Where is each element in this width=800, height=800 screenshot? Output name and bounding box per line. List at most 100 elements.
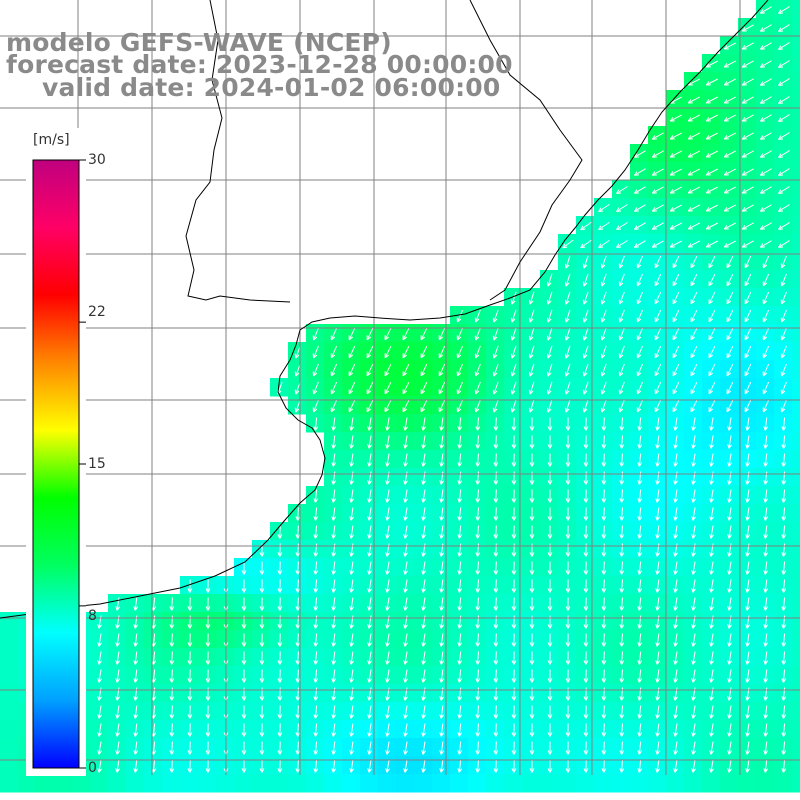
wind-arrow — [331, 561, 337, 575]
wind-arrow — [331, 525, 337, 539]
wind-arrow — [727, 669, 732, 683]
wind-arrow — [727, 633, 732, 647]
wind-arrow — [744, 291, 752, 305]
wind-arrow — [705, 96, 718, 104]
wind-arrow — [529, 633, 535, 647]
wind-arrow — [708, 381, 716, 395]
wind-arrow — [745, 489, 751, 503]
wind-arrow — [384, 363, 392, 377]
wind-arrow — [781, 435, 787, 449]
wind-arrow — [367, 435, 372, 449]
wind-arrow — [651, 150, 664, 158]
wind-arrow — [726, 255, 734, 269]
wind-arrow — [259, 759, 265, 773]
wind-arrow — [528, 309, 535, 323]
wind-arrow — [723, 78, 736, 86]
wind-arrow — [690, 309, 698, 323]
wind-arrow — [709, 723, 714, 737]
wind-arrow — [741, 60, 754, 68]
wind-arrow — [565, 453, 571, 467]
wind-arrow — [547, 489, 553, 503]
wind-arrow — [421, 579, 426, 593]
wind-arrow — [600, 399, 607, 413]
wind-arrow — [97, 633, 102, 647]
wind-arrow — [546, 273, 553, 287]
wind-arrow — [349, 705, 355, 719]
wind-arrow — [618, 363, 625, 377]
wind-arrow — [349, 525, 355, 539]
wind-arrow — [744, 273, 752, 287]
wind-arrow — [582, 381, 589, 395]
wind-arrow — [583, 759, 589, 773]
wind-arrow — [547, 633, 553, 647]
wind-arrow — [349, 579, 355, 593]
wind-arrow — [295, 669, 301, 683]
wind-arrow — [403, 651, 408, 665]
wind-arrow — [564, 309, 571, 323]
wind-arrow — [349, 651, 355, 665]
wind-arrow — [295, 705, 301, 719]
wind-arrow — [691, 633, 696, 647]
wind-arrow — [637, 489, 643, 503]
wind-arrow — [547, 435, 553, 449]
wind-arrow — [759, 150, 772, 158]
wind-arrow — [331, 489, 337, 503]
wind-arrow — [727, 489, 732, 503]
wind-arrow — [759, 168, 772, 176]
colorbar-tick-label: 15 — [88, 456, 106, 472]
wind-arrow — [673, 525, 678, 539]
wind-arrow — [727, 453, 732, 467]
wind-arrow — [439, 453, 445, 467]
wind-arrow — [547, 525, 553, 539]
wind-arrow — [403, 597, 408, 611]
wind-arrow — [723, 240, 736, 248]
wind-arrow — [727, 435, 732, 449]
wind-arrow — [655, 579, 661, 593]
wind-arrow — [403, 489, 408, 503]
wind-arrow — [277, 669, 283, 683]
wind-arrow — [259, 705, 265, 719]
wind-arrow — [759, 78, 772, 86]
wind-arrow — [637, 759, 643, 773]
wind-arrow — [601, 741, 607, 755]
wind-arrow — [601, 417, 607, 431]
wind-arrow — [709, 597, 714, 611]
wind-arrow — [312, 345, 319, 359]
wind-arrow — [616, 186, 628, 194]
wind-arrow — [598, 203, 610, 213]
wind-arrow — [313, 723, 319, 737]
wind-arrow — [277, 525, 283, 539]
wind-arrow — [546, 381, 553, 395]
wind-arrow — [705, 132, 718, 140]
wind-arrow — [547, 561, 553, 575]
wind-arrow — [669, 150, 682, 158]
wind-arrow — [403, 561, 408, 575]
wind-arrow — [313, 561, 319, 575]
wind-arrow — [529, 435, 535, 449]
wind-arrow — [528, 291, 535, 305]
wind-arrow — [744, 309, 752, 323]
wind-arrow — [169, 705, 175, 719]
wind-arrow — [493, 561, 499, 575]
colorbar-gradient — [32, 159, 80, 769]
wind-arrow — [583, 525, 589, 539]
wind-arrow — [546, 363, 553, 377]
wind-arrow — [456, 363, 464, 377]
wind-arrow — [763, 561, 769, 575]
wind-arrow — [741, 150, 754, 158]
country-border — [469, 0, 583, 301]
wind-arrow — [600, 255, 607, 269]
wind-arrow — [583, 723, 589, 737]
wind-arrow — [528, 327, 535, 341]
model-title: modelo GEFS-WAVE (NCEP) — [6, 28, 392, 57]
wind-arrow — [781, 579, 787, 593]
wind-arrow — [492, 363, 499, 377]
wind-arrow — [705, 78, 718, 86]
wind-arrow — [349, 633, 355, 647]
wind-arrow — [691, 417, 696, 431]
wind-arrow — [493, 435, 499, 449]
wind-arrow — [565, 597, 571, 611]
wind-arrow — [295, 633, 301, 647]
wind-arrow — [511, 453, 517, 467]
wind-arrow — [402, 327, 410, 341]
